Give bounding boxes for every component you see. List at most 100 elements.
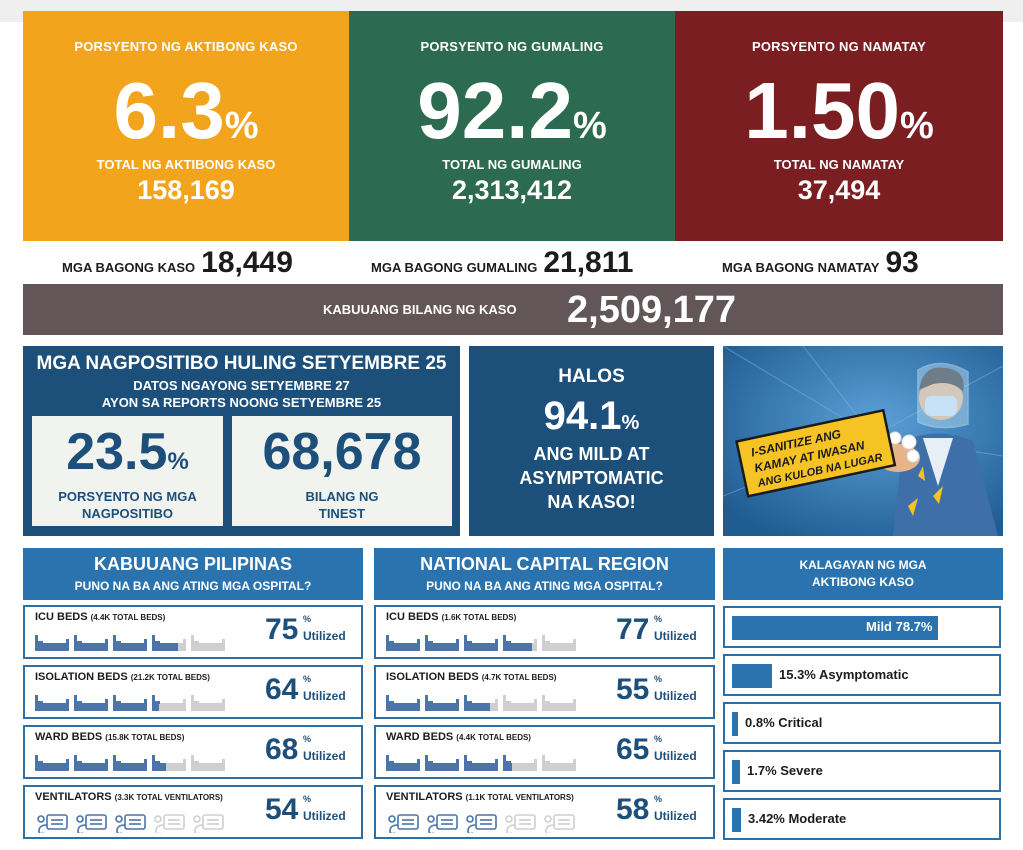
positivity-subtitle: DATOS NGAYONG SETYEMBRE 27 AYON SA REPOR…: [101, 378, 382, 410]
ph-row-percent-sign: %: [303, 794, 312, 804]
ph-row-utilized: Utilized: [303, 749, 346, 763]
new-recoveries-value: 21,811: [543, 246, 634, 279]
ncr-row-label: ISOLATION BEDS (4.7K TOTAL BEDS): [386, 671, 557, 683]
active-status-label: Mild 78.7%: [866, 619, 933, 634]
positivity-rate-card: 23.5% PORSYENTO NG MGA NAGPOSITIBO: [32, 416, 223, 526]
ph-row-percent-sign: %: [303, 734, 312, 744]
ph-ward-beds-row: WARD BEDS (15.8K TOTAL BEDS) 68% Utilized: [23, 725, 363, 779]
ncr-row-utilized: Utilized: [654, 689, 697, 703]
active-status-bar: [732, 760, 740, 784]
positivity-panel: MGA NAGPOSITIBO HULING SETYEMBRE 25 DATO…: [23, 346, 460, 536]
positivity-rate-label: PORSYENTO NG MGA NAGPOSITIBO: [58, 489, 197, 521]
active-cases-panel: PORSYENTO NG AKTIBONG KASO 6.3% TOTAL NG…: [23, 11, 349, 241]
deaths-percent-label: PORSYENTO NG NAMATAY: [752, 39, 926, 54]
deaths-percent-value: 1.50%: [744, 66, 934, 155]
bed-icon: [35, 695, 225, 711]
bed-icon: [35, 755, 225, 771]
ph-row-percent-sign: %: [303, 614, 312, 624]
ventilator-icon: [388, 814, 575, 833]
ph-hospitals-subtitle: PUNO NA BA ANG ATING MGA OSPITAL?: [74, 579, 312, 593]
recovered-percent-label: PORSYENTO NG GUMALING: [420, 39, 604, 54]
total-cases-value: 2,509,177: [567, 289, 737, 331]
ph-row-utilized: Utilized: [303, 689, 346, 703]
ncr-row-percent-sign: %: [654, 734, 663, 744]
active-status-row: 1.7% Severe: [723, 750, 1001, 792]
active-total-value: 158,169: [137, 175, 235, 205]
mild-asymptomatic-panel: HALOS 94.1% ANG MILD AT ASYMPTOMATIC NA KA…: [469, 346, 714, 536]
new-recoveries: MGA BAGONG GUMALING 21,811: [371, 246, 633, 282]
ph-isolation-beds-row: ISOLATION BEDS (21.2K TOTAL BEDS) 64% Util…: [23, 665, 363, 719]
ncr-hospitals-header: NATIONAL CAPITAL REGION PUNO NA BA ANG A…: [374, 548, 715, 600]
tested-value: 68,678: [262, 423, 422, 481]
bed-icon: [386, 695, 576, 711]
ncr-row-utilized: Utilized: [654, 629, 697, 643]
ph-row-utilized: Utilized: [303, 629, 346, 643]
ncr-row-label: ICU BEDS (1.6K TOTAL BEDS): [386, 611, 517, 623]
active-status-title-1: KALAGAYAN NG MGA: [799, 558, 927, 572]
active-total-label: TOTAL NG AKTIBONG KASO: [96, 157, 276, 172]
ph-ventilators-row: VENTILATORS (3.3K TOTAL VENTILATORS) 54% U…: [23, 785, 363, 839]
ph-row-percent: 68: [265, 733, 299, 766]
bed-icon: [386, 755, 576, 771]
ncr-row-percent: 58: [616, 793, 650, 826]
ncr-row-percent-sign: %: [654, 614, 663, 624]
ncr-icu-beds-row: ICU BEDS (1.6K TOTAL BEDS) 77% Utilized: [374, 605, 715, 659]
ncr-isolation-beds-row: ISOLATION BEDS (4.7K TOTAL BEDS) 55% Utili…: [374, 665, 715, 719]
ncr-row-percent-sign: %: [654, 674, 663, 684]
ph-hospitals-title: KABUUANG PILIPINAS: [93, 554, 292, 574]
ph-row-percent: 54: [265, 793, 299, 826]
deaths-panel: PORSYENTO NG NAMATAY 1.50% TOTAL NG NAMA…: [675, 11, 1003, 241]
ph-row-percent: 75: [265, 613, 299, 646]
active-status-label: 15.3% Asymptomatic: [779, 667, 909, 682]
ncr-hospitals-title: NATIONAL CAPITAL REGION: [420, 554, 669, 574]
ph-row-label: ICU BEDS (4.4K TOTAL BEDS): [35, 611, 166, 623]
ncr-row-utilized: Utilized: [654, 809, 697, 823]
recovered-total-value: 2,313,412: [451, 175, 573, 205]
ph-hospitals-header: KABUUANG PILIPINAS PUNO NA BA ANG ATING …: [23, 548, 363, 600]
deaths-total-label: TOTAL NG NAMATAY: [773, 157, 905, 172]
recovered-percent-value: 92.2%: [417, 66, 607, 155]
mild-description: ANG MILD AT ASYMPTOMATIC NA KASO!: [519, 444, 664, 512]
mild-line1: HALOS: [558, 366, 625, 387]
active-percent-value: 6.3%: [113, 66, 259, 155]
positivity-title: MGA NAGPOSITIBO HULING SETYEMBRE 25: [36, 353, 447, 374]
ncr-row-percent: 77: [616, 613, 650, 646]
new-deaths-label: MGA BAGONG NAMATAY: [722, 260, 880, 275]
ncr-row-utilized: Utilized: [654, 749, 697, 763]
mild-value: 94.1%: [543, 394, 640, 438]
tested-label: BILANG NG TINEST: [305, 489, 379, 521]
ventilator-icon: [37, 814, 224, 833]
tested-card: 68,678 BILANG NG TINEST: [232, 416, 452, 526]
recovered-panel: PORSYENTO NG GUMALING 92.2% TOTAL NG GUM…: [349, 11, 675, 241]
active-status-bar: [732, 616, 938, 640]
active-status-row: 15.3% Asymptomatic: [723, 654, 1001, 696]
total-cases-bar: KABUUANG BILANG NG KASO 2,509,177: [23, 284, 1003, 335]
ncr-row-percent: 55: [616, 673, 650, 706]
deaths-total-value: 37,494: [797, 175, 881, 205]
ncr-hospitals-subtitle: PUNO NA BA ANG ATING MGA OSPITAL?: [426, 579, 663, 593]
active-status-label: 1.7% Severe: [747, 763, 823, 778]
ncr-row-label: VENTILATORS (1.1K TOTAL VENTILATORS): [386, 791, 574, 803]
new-deaths: MGA BAGONG NAMATAY 93: [722, 246, 919, 282]
positivity-rate-value: 23.5%: [66, 423, 189, 481]
active-status-row: 3.42% Moderate: [723, 798, 1001, 840]
ncr-ventilators-row: VENTILATORS (1.1K TOTAL VENTILATORS) 58% U…: [374, 785, 715, 839]
ph-row-percent-sign: %: [303, 674, 312, 684]
ph-row-label: ISOLATION BEDS (21.2K TOTAL BEDS): [35, 671, 210, 683]
health-worker-icon: I-SANITIZE ANG KAMAY AT IWASAN ANG KULOB…: [723, 346, 1003, 536]
ncr-ward-beds-row: WARD BEDS (4.4K TOTAL BEDS) 65% Utilized: [374, 725, 715, 779]
bed-icon: [386, 635, 576, 651]
active-status-label: 0.8% Critical: [745, 715, 823, 730]
sanitize-poster-illustration: I-SANITIZE ANG KAMAY AT IWASAN ANG KULOB…: [723, 346, 1003, 536]
new-cases: MGA BAGONG KASO 18,449: [62, 246, 293, 282]
active-status-title-2: AKTIBONG KASO: [812, 575, 914, 589]
new-recoveries-label: MGA BAGONG GUMALING: [371, 260, 538, 275]
active-status-label: 3.42% Moderate: [748, 811, 847, 826]
active-percent-label: PORSYENTO NG AKTIBONG KASO: [74, 39, 298, 54]
recovered-total-label: TOTAL NG GUMALING: [442, 157, 582, 172]
ph-row-label: VENTILATORS (3.3K TOTAL VENTILATORS): [35, 791, 223, 803]
active-status-bar: [732, 808, 741, 832]
ncr-row-percent-sign: %: [654, 794, 663, 804]
bed-icon: [35, 635, 225, 651]
active-status-header: KALAGAYAN NG MGA AKTIBONG KASO: [723, 548, 1003, 600]
